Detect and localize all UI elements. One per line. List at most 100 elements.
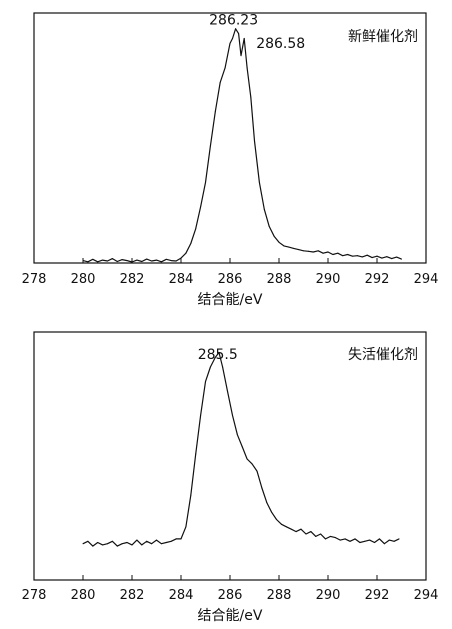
- data-point: [366, 254, 368, 256]
- data-point: [354, 538, 356, 540]
- data-point: [185, 526, 187, 528]
- data-point: [332, 253, 334, 255]
- data-point: [376, 255, 378, 257]
- data-point: [261, 487, 263, 489]
- data-point: [111, 258, 113, 260]
- data-point: [250, 96, 252, 98]
- data-point: [310, 531, 312, 533]
- data-point: [180, 538, 182, 540]
- data-point: [175, 260, 177, 262]
- data-point: [126, 541, 128, 543]
- data-point: [229, 42, 231, 44]
- data-point: [364, 540, 366, 542]
- data-point: [235, 28, 237, 30]
- legend-label: 新鲜催化剂: [348, 29, 418, 45]
- data-point: [246, 67, 248, 69]
- plot-frame: [33, 331, 427, 581]
- x-tick-label: 286: [218, 588, 243, 603]
- data-point: [266, 502, 268, 504]
- data-point: [263, 208, 265, 210]
- data-point: [246, 458, 248, 460]
- data-point: [156, 259, 157, 261]
- data-point: [303, 250, 304, 252]
- data-point: [276, 519, 278, 520]
- data-point: [121, 543, 123, 545]
- x-tick-label: 290: [316, 588, 341, 603]
- data-point: [349, 540, 351, 542]
- x-tick-label: 286: [218, 272, 243, 287]
- peak-label: 286.58: [256, 36, 305, 52]
- data-point: [283, 245, 285, 247]
- data-point: [87, 540, 89, 542]
- data-point: [165, 541, 167, 543]
- data-point: [146, 258, 148, 260]
- data-point: [146, 540, 148, 542]
- data-point: [273, 235, 275, 237]
- data-point: [224, 67, 226, 69]
- data-point: [381, 257, 383, 259]
- data-point: [298, 249, 300, 251]
- data-point: [92, 545, 94, 547]
- data-point: [227, 390, 229, 392]
- x-axis-title: 结合能/eV: [198, 292, 263, 308]
- data-point: [290, 528, 292, 530]
- x-tick-label: 280: [71, 272, 96, 287]
- data-point: [214, 111, 216, 113]
- data-point: [386, 256, 388, 258]
- data-point: [102, 259, 104, 261]
- data-point: [200, 414, 202, 416]
- data-point: [271, 511, 273, 513]
- data-point: [92, 258, 94, 260]
- data-point: [337, 252, 339, 254]
- data-point: [209, 366, 211, 368]
- data-point: [347, 253, 349, 255]
- x-tick-label: 292: [365, 588, 390, 603]
- data-point: [190, 494, 192, 496]
- data-point: [180, 257, 182, 259]
- data-point: [141, 544, 143, 546]
- data-point: [356, 255, 358, 257]
- x-tick-label: 288: [267, 272, 292, 287]
- data-point: [205, 381, 206, 383]
- x-tick-label: 282: [120, 272, 145, 287]
- data-point: [285, 526, 287, 528]
- data-point: [238, 33, 240, 35]
- data-point: [327, 251, 329, 253]
- data-point: [236, 434, 238, 436]
- data-point: [214, 356, 216, 358]
- data-point: [325, 538, 327, 540]
- data-point: [141, 261, 143, 263]
- data-point: [258, 181, 260, 183]
- x-tick-label: 284: [169, 272, 194, 287]
- plot-frame: [33, 12, 427, 264]
- data-point: [97, 541, 99, 543]
- data-point: [317, 250, 319, 252]
- data-point: [165, 258, 167, 260]
- data-point: [240, 55, 242, 57]
- data-point: [218, 352, 220, 354]
- panel-fresh-catalyst: 278 280 282 284 286 288 290 292 294 286.23 286.58 新…: [22, 12, 439, 308]
- x-tick-label: 288: [267, 588, 292, 603]
- data-point: [222, 366, 224, 368]
- data-point: [398, 538, 400, 540]
- data-point: [241, 446, 243, 448]
- data-point: [396, 256, 398, 258]
- data-point: [151, 260, 153, 262]
- data-point: [393, 540, 395, 542]
- data-point: [374, 541, 376, 543]
- data-point: [200, 206, 202, 208]
- data-point: [334, 537, 336, 539]
- data-point: [352, 255, 353, 257]
- data-point: [116, 261, 118, 263]
- data-point: [371, 257, 373, 259]
- data-point: [288, 246, 290, 248]
- data-point: [231, 414, 233, 416]
- data-point: [82, 543, 84, 545]
- peak-label: 285.5: [198, 347, 238, 363]
- data-point: [293, 247, 295, 249]
- data-point: [126, 260, 128, 262]
- data-point: [378, 538, 380, 540]
- x-tick-label: 278: [22, 588, 47, 603]
- x-tick-label: 294: [414, 272, 439, 287]
- data-point: [107, 260, 108, 262]
